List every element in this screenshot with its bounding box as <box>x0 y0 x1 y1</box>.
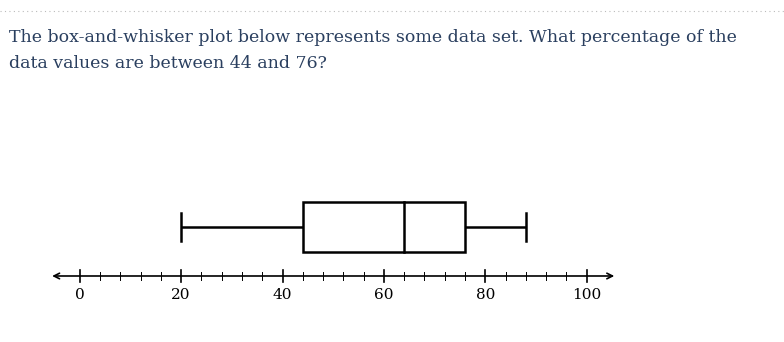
Text: The box-and-whisker plot below represents some data set. What percentage of the: The box-and-whisker plot below represent… <box>9 29 737 46</box>
Text: 20: 20 <box>172 288 191 302</box>
Bar <box>303 202 465 252</box>
Text: 40: 40 <box>273 288 292 302</box>
Text: 80: 80 <box>476 288 495 302</box>
Text: 60: 60 <box>374 288 394 302</box>
Text: 0: 0 <box>75 288 85 302</box>
Text: 100: 100 <box>572 288 601 302</box>
Text: data values are between 44 and 76?: data values are between 44 and 76? <box>9 55 327 72</box>
